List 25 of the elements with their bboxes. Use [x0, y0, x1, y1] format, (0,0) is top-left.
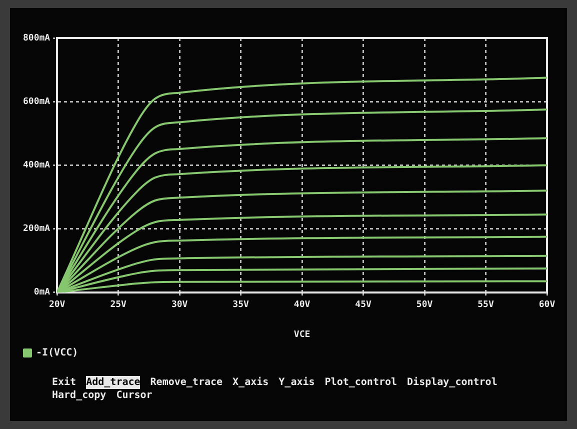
x-tick-label: 40V [294, 300, 311, 310]
text: Display_control [407, 376, 498, 389]
legend-label: -I(VCC) [36, 348, 78, 359]
text: Remove_trace [150, 376, 223, 389]
text: Hard_copy [52, 389, 106, 402]
y-tick-label: 400mA [23, 160, 51, 171]
x-tick-label: 45V [355, 300, 372, 310]
x-tick-label: 50V [416, 300, 434, 310]
x-tick-label: 60V [538, 300, 556, 310]
x-axis-title: VCE [294, 330, 310, 340]
y-tick-label: 0mA [34, 288, 51, 298]
text: X_axis [232, 376, 269, 389]
text: Exit [52, 376, 76, 389]
x-tick-label: 30V [171, 300, 188, 310]
x-tick-label: 55V [478, 300, 494, 310]
y-tick-label: 600mA [23, 96, 51, 107]
x-tick-label: 35V [232, 300, 250, 310]
text: Cursor [116, 389, 152, 402]
y-tick-label: 800mA [23, 33, 51, 44]
text: Plot_control [324, 376, 398, 389]
text: Y_axis [278, 376, 315, 389]
y-tick-label: 200mA [23, 224, 51, 234]
text: Add_trace [86, 376, 140, 389]
x-tick-label: 25V [110, 300, 128, 310]
x-tick-label: 20V [48, 300, 66, 310]
